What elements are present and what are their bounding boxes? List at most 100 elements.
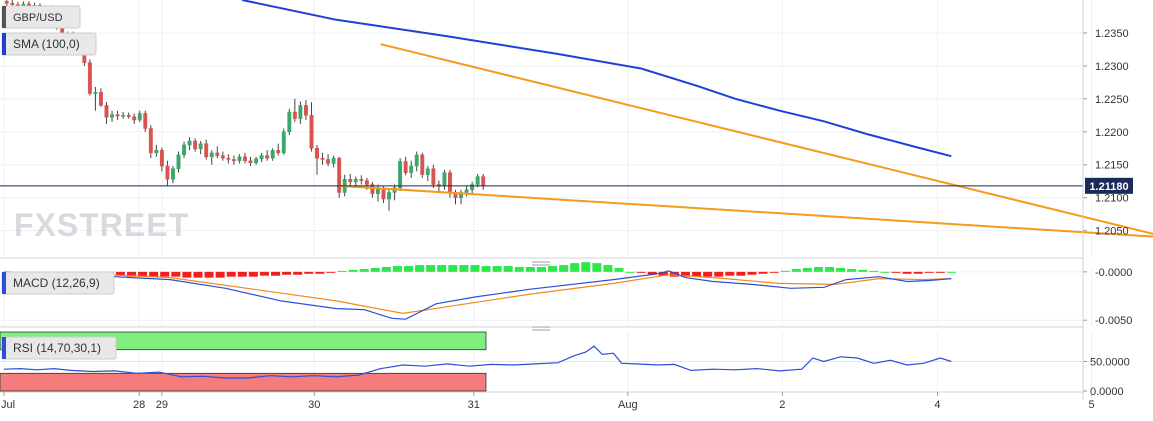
panel-resize-handle-1[interactable] bbox=[532, 261, 550, 266]
macd-histogram-bar bbox=[791, 268, 801, 272]
macd-histogram-bar bbox=[171, 271, 181, 277]
macd-histogram-bar bbox=[259, 271, 269, 276]
macd-histogram-bar bbox=[636, 271, 646, 273]
time-tick-label: 29 bbox=[156, 399, 168, 411]
price-tick-label: 1.2100 bbox=[1095, 193, 1129, 205]
candle bbox=[276, 143, 281, 156]
macd-histogram bbox=[5, 262, 956, 278]
macd-histogram-bar bbox=[847, 268, 857, 272]
candle-body bbox=[287, 111, 292, 133]
macd-histogram-bar bbox=[304, 271, 314, 274]
candle-body bbox=[193, 140, 198, 150]
rsi-label: RSI (14,70,30,1) bbox=[1, 336, 117, 360]
time-tick-label: 28 bbox=[133, 399, 145, 411]
macd-label: MACD (12,26,9) bbox=[1, 271, 115, 295]
candle bbox=[320, 152, 325, 165]
price-tick-label: 1.2200 bbox=[1095, 127, 1129, 139]
candle-body bbox=[259, 155, 264, 160]
macd-histogram-bar bbox=[714, 271, 724, 277]
candle bbox=[132, 113, 137, 124]
macd-histogram-bar bbox=[470, 265, 480, 272]
macd-histogram-bar bbox=[503, 266, 513, 272]
macd-histogram-bar bbox=[825, 267, 835, 272]
candle-body bbox=[220, 155, 225, 159]
candle bbox=[176, 151, 181, 173]
candle-body bbox=[154, 149, 159, 154]
candle-body bbox=[176, 154, 181, 169]
candle bbox=[204, 139, 209, 160]
candle-body bbox=[276, 149, 281, 154]
candle-body bbox=[409, 165, 414, 173]
rsi-tick-label: 50.0000 bbox=[1090, 357, 1130, 369]
candle-body bbox=[159, 149, 164, 167]
candle bbox=[259, 152, 264, 163]
candle-body bbox=[104, 105, 109, 118]
candle bbox=[270, 148, 275, 161]
candle bbox=[237, 154, 242, 164]
macd-histogram-bar bbox=[769, 271, 779, 273]
candle-body bbox=[110, 114, 114, 118]
macd-histogram-bar bbox=[536, 267, 546, 272]
candle bbox=[315, 144, 319, 175]
macd-histogram-bar bbox=[348, 269, 358, 272]
macd-histogram-bar bbox=[437, 265, 447, 272]
macd-histogram-bar bbox=[282, 271, 292, 275]
macd-histogram-bar bbox=[293, 271, 303, 275]
candle bbox=[99, 88, 103, 107]
current-price-tag: 1.21180 bbox=[1085, 177, 1133, 194]
time-tick-label: 30 bbox=[308, 399, 320, 411]
candle bbox=[121, 112, 126, 119]
candle bbox=[215, 146, 220, 159]
macd-signal-line bbox=[3, 271, 952, 315]
macd-histogram-bar bbox=[603, 265, 613, 272]
candle bbox=[298, 101, 303, 124]
candle bbox=[420, 152, 425, 178]
candle bbox=[265, 150, 270, 161]
macd-histogram-bar bbox=[946, 271, 956, 273]
candle bbox=[4, 0, 9, 7]
macd-histogram-bar bbox=[902, 271, 912, 274]
rsi-oversold-zone bbox=[0, 372, 487, 392]
macd-axis-ticks: -0.0000 -0.0050 bbox=[1083, 267, 1132, 327]
candle-body bbox=[204, 143, 209, 158]
macd-histogram-bar bbox=[869, 270, 879, 272]
candle-body bbox=[137, 113, 142, 121]
panel-resize-handle-2[interactable] bbox=[532, 326, 550, 331]
candle bbox=[287, 108, 292, 136]
candle-body bbox=[315, 148, 319, 159]
trendline-upper bbox=[380, 43, 1153, 235]
macd-histogram-bar bbox=[204, 271, 214, 278]
candle-body bbox=[353, 178, 358, 183]
candle-body bbox=[226, 157, 231, 160]
candle-body bbox=[265, 155, 270, 159]
time-tick-label: Aug bbox=[618, 399, 638, 411]
time-tick-label: 5 bbox=[1088, 399, 1094, 411]
candle-body bbox=[326, 159, 331, 164]
candle bbox=[226, 154, 231, 164]
candle bbox=[187, 137, 192, 151]
macd-histogram-bar bbox=[692, 271, 702, 277]
macd-histogram-bar bbox=[758, 271, 768, 274]
macd-histogram-bar bbox=[392, 266, 402, 272]
price-tick-label: 1.2050 bbox=[1095, 226, 1129, 238]
candle-body bbox=[475, 176, 480, 185]
macd-histogram-bar bbox=[858, 269, 868, 272]
candle bbox=[182, 141, 187, 159]
sma-label: SMA (100,0) bbox=[1, 32, 97, 56]
candle bbox=[303, 100, 308, 120]
candle bbox=[403, 156, 408, 176]
trendline-lower bbox=[339, 184, 1153, 238]
macd-histogram-bar bbox=[802, 267, 812, 272]
candle bbox=[292, 98, 297, 122]
candle bbox=[110, 110, 114, 122]
candle bbox=[387, 189, 391, 211]
macd-swatch bbox=[2, 272, 6, 294]
candle-body bbox=[182, 144, 187, 156]
candle bbox=[326, 154, 331, 167]
sma-label-text: SMA (100,0) bbox=[13, 37, 80, 51]
macd-tick-label: -0.0050 bbox=[1095, 315, 1132, 327]
candle bbox=[159, 147, 164, 172]
macd-histogram-bar bbox=[271, 271, 281, 276]
macd-histogram-bar bbox=[548, 266, 558, 272]
